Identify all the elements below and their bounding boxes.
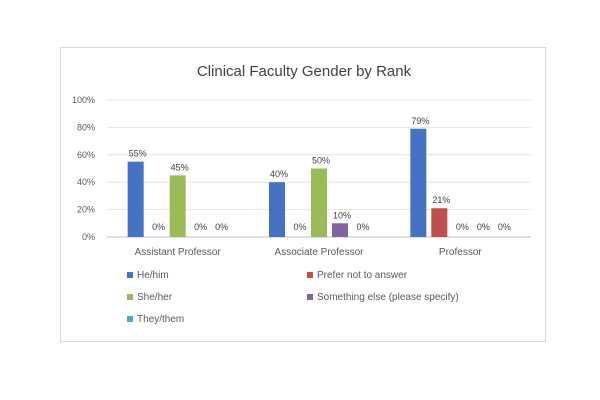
chart-canvas: Clinical Faculty Gender by Rank 0% 20% 40%…	[72, 63, 531, 325]
legend-item: Something else (please specify)	[307, 292, 459, 303]
legend: He/him Prefer not to answer She/her Somethi…	[127, 270, 459, 325]
data-label: 0%	[498, 222, 511, 232]
data-label: 55%	[129, 149, 147, 159]
bar	[410, 128, 427, 237]
legend-label: Prefer not to answer	[317, 270, 408, 281]
y-tick-label: 40%	[77, 177, 95, 187]
legend-item: They/them	[127, 314, 184, 325]
legend-swatch	[127, 316, 133, 322]
data-label: 0%	[215, 222, 228, 232]
legend-item: She/her	[127, 292, 173, 303]
data-label: 79%	[411, 116, 429, 126]
category-labels: Assistant Professor Associate Professor Pr…	[135, 247, 483, 258]
bar	[332, 223, 348, 237]
legend-item: Prefer not to answer	[307, 270, 408, 281]
bar	[169, 175, 186, 237]
bar	[127, 161, 144, 237]
bar	[431, 208, 448, 237]
y-axis-ticks: 0% 20% 40% 60% 80% 100%	[72, 95, 95, 242]
legend-label: She/her	[137, 292, 173, 303]
category-label: Associate Professor	[275, 247, 365, 258]
category-label: Assistant Professor	[135, 247, 222, 258]
data-label: 45%	[171, 162, 189, 172]
legend-swatch	[127, 294, 133, 300]
chart-card: Clinical Faculty Gender by Rank 0% 20% 40%…	[60, 47, 546, 342]
legend-swatch	[307, 272, 313, 278]
legend-label: Something else (please specify)	[317, 292, 459, 303]
data-label: 21%	[432, 195, 450, 205]
data-label: 40%	[270, 169, 288, 179]
y-tick-label: 60%	[77, 150, 95, 160]
legend-swatch	[127, 272, 133, 278]
y-tick-label: 20%	[77, 205, 95, 215]
bar	[311, 168, 327, 237]
legend-swatch	[307, 294, 313, 300]
data-label: 0%	[456, 222, 469, 232]
legend-label: They/them	[137, 314, 184, 325]
data-labels: 55% 0% 45% 0% 0% 40% 0% 50% 10% 0% 79% 21% 0% 0% 0%	[129, 116, 511, 232]
data-label: 0%	[293, 222, 306, 232]
category-label: Professor	[439, 247, 482, 258]
data-label: 50%	[312, 156, 330, 166]
bar	[269, 182, 285, 237]
y-tick-label: 0%	[82, 232, 95, 242]
data-label: 0%	[152, 222, 165, 232]
bars	[127, 128, 448, 237]
legend-label: He/him	[137, 270, 169, 281]
chart-title: Clinical Faculty Gender by Rank	[197, 63, 412, 80]
data-label: 0%	[477, 222, 490, 232]
legend-item: He/him	[127, 270, 169, 281]
data-label: 10%	[333, 210, 351, 220]
y-tick-label: 80%	[77, 122, 95, 132]
data-label: 0%	[356, 222, 369, 232]
y-tick-label: 100%	[72, 95, 95, 105]
data-label: 0%	[194, 222, 207, 232]
